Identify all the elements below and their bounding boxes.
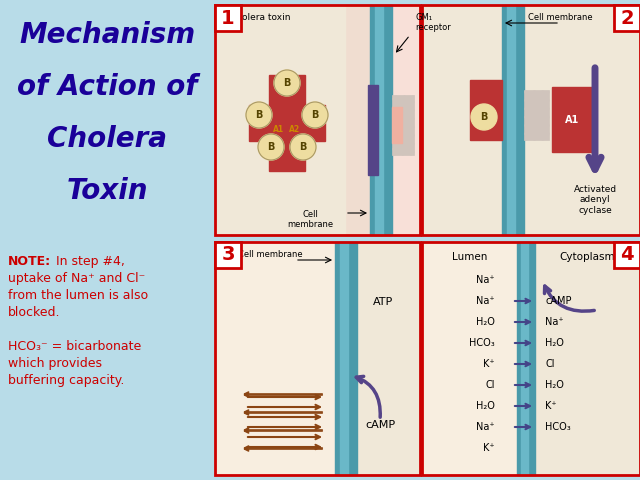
Bar	[370, 5, 392, 235]
Text: cAMP: cAMP	[545, 296, 572, 306]
Text: HCO₃: HCO₃	[469, 338, 495, 348]
Bar	[375, 5, 383, 235]
Text: A1: A1	[565, 115, 579, 125]
Text: which provides: which provides	[8, 357, 102, 370]
Circle shape	[290, 134, 316, 160]
Bar	[357, 242, 420, 475]
Bar	[422, 5, 640, 235]
Bar	[507, 5, 515, 235]
Bar	[470, 80, 502, 140]
Text: cAMP: cAMP	[365, 420, 395, 430]
Bar	[249, 105, 325, 141]
Bar	[215, 242, 420, 475]
Text: Cl: Cl	[545, 359, 554, 369]
Bar	[340, 242, 348, 475]
Text: uptake of Na⁺ and Cl⁻: uptake of Na⁺ and Cl⁻	[8, 272, 145, 285]
Bar	[215, 5, 241, 31]
Text: of Action of: of Action of	[17, 73, 197, 101]
Text: A2: A2	[289, 124, 301, 133]
Bar	[517, 242, 535, 475]
Bar	[502, 5, 524, 235]
Bar	[215, 242, 335, 475]
Text: HCO₃: HCO₃	[545, 422, 571, 432]
Bar	[521, 242, 528, 475]
Text: Cell
membrane: Cell membrane	[287, 210, 333, 229]
Text: Na⁺: Na⁺	[545, 317, 564, 327]
Text: B: B	[480, 112, 488, 122]
Bar	[215, 5, 345, 235]
Text: H₂O: H₂O	[545, 338, 564, 348]
Text: HCO₃⁻ = bicarbonate: HCO₃⁻ = bicarbonate	[8, 340, 141, 353]
Circle shape	[302, 102, 328, 128]
Text: Cell membrane: Cell membrane	[237, 250, 302, 259]
Text: Cell membrane: Cell membrane	[528, 13, 592, 22]
Text: Na⁺: Na⁺	[476, 275, 495, 285]
Text: blocked.: blocked.	[8, 306, 61, 319]
Text: ATP: ATP	[373, 297, 393, 307]
Text: GM₁
receptor: GM₁ receptor	[415, 13, 451, 33]
Circle shape	[274, 70, 300, 96]
Text: B: B	[300, 142, 307, 152]
Text: H₂O: H₂O	[476, 401, 495, 411]
Text: Na⁺: Na⁺	[476, 296, 495, 306]
Circle shape	[258, 134, 284, 160]
Text: NOTE:: NOTE:	[8, 255, 51, 268]
Text: B: B	[268, 142, 275, 152]
Text: buffering capacity.: buffering capacity.	[8, 374, 124, 387]
Bar	[392, 95, 414, 155]
Bar	[524, 5, 640, 235]
Text: H₂O: H₂O	[545, 380, 564, 390]
Text: from the lumen is also: from the lumen is also	[8, 289, 148, 302]
Text: B: B	[284, 78, 291, 88]
Text: Activated
adenyl
cyclase: Activated adenyl cyclase	[573, 185, 616, 215]
Text: 3: 3	[221, 245, 235, 264]
Bar	[422, 5, 502, 235]
Bar	[524, 90, 549, 140]
Text: Na⁺: Na⁺	[476, 422, 495, 432]
Bar	[215, 5, 420, 235]
Bar	[422, 5, 640, 235]
Bar	[552, 87, 592, 152]
Bar	[368, 85, 378, 175]
Text: In step #4,: In step #4,	[52, 255, 125, 268]
Bar	[422, 242, 640, 475]
Bar	[269, 75, 305, 171]
Text: 4: 4	[620, 245, 634, 264]
Bar	[392, 5, 420, 235]
Text: Lumen: Lumen	[452, 252, 487, 262]
Text: Cholera toxin: Cholera toxin	[230, 13, 291, 22]
Text: K⁺: K⁺	[545, 401, 557, 411]
Text: K⁺: K⁺	[483, 359, 495, 369]
Bar	[392, 107, 402, 143]
Text: Toxin: Toxin	[67, 177, 148, 205]
Bar	[215, 5, 420, 235]
Bar	[215, 242, 420, 475]
Circle shape	[471, 104, 497, 130]
Bar	[215, 242, 241, 268]
Text: Cytoplasm: Cytoplasm	[560, 252, 615, 262]
Text: Cl: Cl	[486, 380, 495, 390]
Text: H₂O: H₂O	[476, 317, 495, 327]
Bar	[614, 242, 640, 268]
Text: B: B	[311, 110, 319, 120]
Bar	[614, 5, 640, 31]
Text: Cholera: Cholera	[47, 125, 167, 153]
Circle shape	[246, 102, 272, 128]
Bar	[422, 242, 517, 475]
Bar	[335, 242, 357, 475]
Text: 1: 1	[221, 9, 235, 27]
Text: K⁺: K⁺	[483, 443, 495, 453]
Text: A1: A1	[273, 124, 285, 133]
Text: B: B	[255, 110, 262, 120]
Text: 2: 2	[620, 9, 634, 27]
Bar	[522, 75, 607, 165]
Text: Mechanism: Mechanism	[19, 21, 195, 49]
Bar	[422, 242, 640, 475]
Bar	[535, 242, 640, 475]
